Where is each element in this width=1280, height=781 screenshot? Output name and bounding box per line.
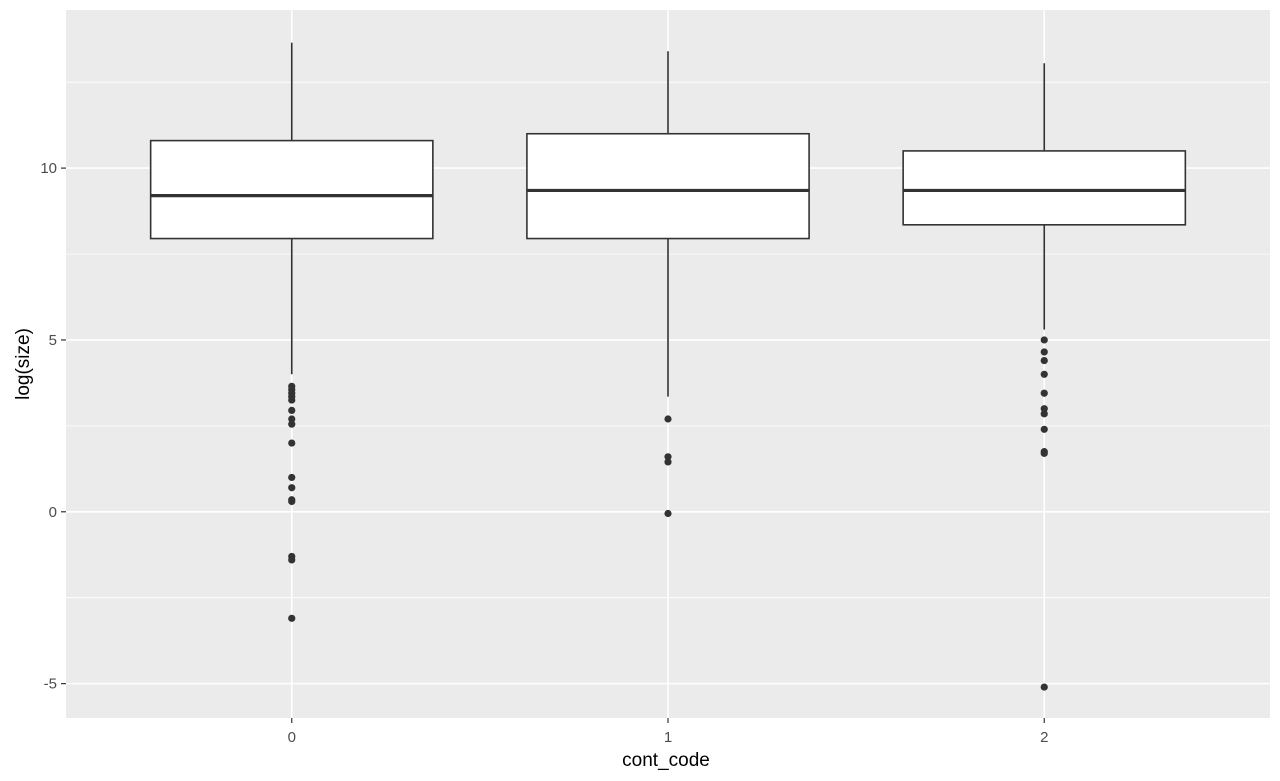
x-tick-label: 1: [664, 729, 672, 746]
outlier-point: [1040, 425, 1048, 433]
box-group: [526, 51, 810, 518]
outlier-point: [288, 415, 296, 423]
y-axis-title: log(size): [13, 328, 34, 400]
x-tick-label: 0: [288, 729, 296, 746]
outlier-point: [1040, 405, 1048, 413]
outlier-point: [288, 396, 296, 404]
y-tick-label: -5: [44, 676, 57, 693]
y-tick-label: 10: [40, 160, 57, 177]
outlier-point: [1040, 449, 1048, 457]
outlier-point: [664, 453, 672, 461]
box-group: [902, 63, 1187, 691]
outlier-point: [1040, 336, 1048, 344]
outlier-point: [1040, 683, 1048, 691]
outlier-point: [664, 415, 672, 423]
outlier-point: [1040, 370, 1048, 378]
y-tick-label: 5: [49, 332, 57, 349]
outlier-point: [288, 497, 296, 506]
outlier-point: [288, 420, 296, 428]
box-series: [149, 42, 1187, 691]
box-iqr: [526, 132, 810, 240]
outlier-point: [288, 406, 296, 414]
outlier-point: [288, 556, 296, 564]
outlier-point: [288, 614, 296, 622]
outlier-point: [288, 439, 296, 447]
y-axis: -5 0 5 10: [40, 160, 66, 693]
x-axis: 0 1 2: [288, 718, 1048, 746]
outlier-point: [1040, 356, 1048, 365]
outlier-point: [1040, 389, 1048, 397]
box-iqr: [902, 150, 1187, 226]
x-tick-label: 2: [1040, 729, 1048, 746]
outlier-point: [1040, 410, 1048, 418]
outlier-point: [288, 484, 296, 492]
outlier-point: [664, 458, 672, 466]
outlier-point: [1040, 348, 1048, 356]
outlier-point: [664, 509, 672, 518]
outlier-point: [288, 473, 296, 482]
y-tick-label: 0: [49, 504, 57, 521]
box-group: [149, 42, 434, 622]
x-axis-title: cont_code: [622, 750, 710, 771]
box-iqr: [149, 139, 434, 240]
